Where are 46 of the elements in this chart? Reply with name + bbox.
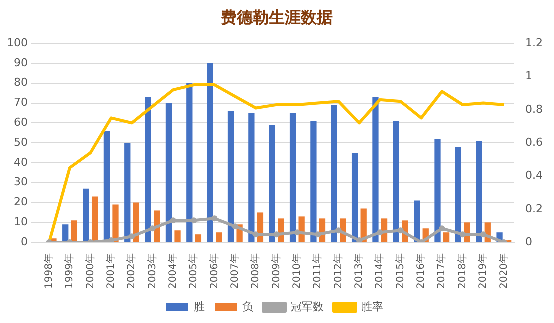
y2-tick-label: 0 [526,235,533,248]
y-tick-label: 30 [14,176,28,189]
y2-tick-label: 1 [526,70,533,83]
y2-tick-label: 0.8 [526,102,544,116]
x-tick-label: 2001年 [104,254,117,290]
y-tick-label: 60 [14,116,28,130]
y-tick-label: 80 [14,76,28,90]
x-tick-label: 2018年 [456,254,468,290]
x-tick-label: 2015年 [394,254,406,290]
x-tick-label: 2005年 [188,254,200,290]
x-tick-label: 1999年 [64,254,76,290]
legend-label: 胜 [194,300,205,314]
x-tick-label: 2006年 [208,254,220,290]
x-tick-label: 2008年 [250,254,262,290]
x-tick-label: 2007年 [228,254,241,290]
chart-title: 费德勒生涯数据 [220,8,334,29]
x-tick-label: 2010年 [291,254,304,290]
y-tick-label: 0 [20,235,28,248]
y2-tick-label: 0.2 [526,202,544,216]
x-tick-label: 2012年 [332,254,344,290]
y-tick-label: 100 [6,36,28,50]
x-tick-label: 2000年 [84,254,96,290]
legend-label: 冠军数 [291,300,324,314]
x-tick-label: 2002年 [126,254,138,290]
x-tick-label: 2013年 [353,254,366,290]
x-tick-label: 2011年 [312,254,324,290]
y2-tick-label: 0.6 [526,136,544,149]
y2-tick-label: 1.2 [526,36,544,50]
x-tick-label: 2020年 [498,254,510,290]
legend-label: 负 [242,300,254,314]
y-tick-label: 90 [14,56,28,70]
x-tick-label: 2009年 [270,254,282,290]
x-tick-label: 2004年 [166,254,179,290]
y-tick-label: 40 [14,156,28,169]
legend-label: 胜率 [362,300,384,314]
y-tick-label: 10 [14,216,28,229]
y2-tick-label: 0.4 [526,169,544,182]
x-tick-label: 2019年 [477,254,490,290]
x-tick-label: 2017年 [436,254,448,290]
x-tick-label: 2016年 [415,254,428,290]
y-tick-label: 50 [14,136,28,149]
x-tick-label: 2003年 [146,254,158,290]
y-tick-label: 20 [14,196,28,209]
y-tick-label: 70 [14,96,28,110]
x-tick-label: 2014年 [374,254,386,290]
x-tick-label: 1998年 [42,254,55,290]
